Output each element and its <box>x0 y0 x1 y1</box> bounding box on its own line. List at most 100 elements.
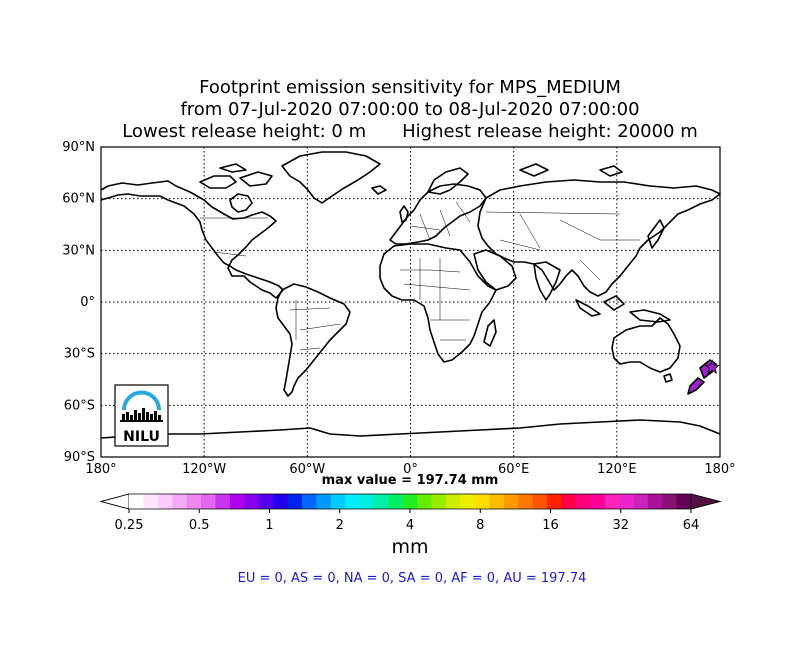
colorbar-tick-label: 0.25 <box>115 518 144 533</box>
canadian-archipelago <box>199 163 273 189</box>
asia-borders <box>485 211 640 281</box>
uk-outline <box>399 205 409 223</box>
latitude-label: 0° <box>80 295 95 310</box>
tasmania-outline <box>663 373 673 383</box>
colorbar-tick-label: 0.5 <box>189 518 210 533</box>
longitude-label: 180° <box>85 462 116 477</box>
colorbar-segment <box>273 494 288 509</box>
colorbar-segment <box>157 494 173 509</box>
colorbar-ticks: 0.25 0.5 1 2 4 8 16 32 64 <box>115 509 700 533</box>
title-line-1: Footprint emission sensitivity for MPS_M… <box>199 77 621 98</box>
colorbar-segment <box>330 494 346 509</box>
colorbar-segment <box>474 494 490 509</box>
colorbar-segment <box>561 494 577 509</box>
logo-text: NILU <box>123 429 160 445</box>
max-value-label: max value = 197.74 mm <box>321 473 499 488</box>
longitude-label: 60°W <box>289 462 325 477</box>
colorbar-segment <box>373 494 389 509</box>
iceland-outline <box>371 185 387 195</box>
arctic-islands <box>519 163 623 177</box>
colorbar-segment <box>633 494 649 509</box>
max-value-star-icon <box>704 359 720 375</box>
colorbar-segment <box>662 494 677 509</box>
colorbar-segment <box>503 494 519 509</box>
colorbar-tick-label: 64 <box>683 518 700 533</box>
colorbar-segment <box>388 494 404 509</box>
colorbar-segment <box>316 494 332 509</box>
south-america-borders <box>289 300 341 351</box>
colorbar-low-extend <box>99 493 130 510</box>
colorbar-segment <box>201 494 216 509</box>
graticule <box>101 147 720 457</box>
title-line-2: from 07-Jul-2020 07:00:00 to 08-Jul-2020… <box>180 99 640 120</box>
colorbar-segment <box>647 494 663 509</box>
latitude-label: 30°S <box>64 347 95 362</box>
latitude-label: 30°N <box>62 243 95 258</box>
japan-outline <box>647 219 665 249</box>
africa-outline <box>379 243 497 363</box>
us-mexico-border <box>213 251 247 257</box>
colorbar-segment <box>618 494 634 509</box>
colorbar-segment <box>359 494 375 509</box>
colorbar-tick-label: 2 <box>336 518 344 533</box>
colorbar <box>99 493 722 510</box>
latitude-label: 90°S <box>64 450 95 465</box>
greenland-outline <box>281 151 381 204</box>
scandinavia-outline <box>427 167 469 195</box>
colorbar-tick-label: 16 <box>542 518 559 533</box>
logo-skyline-icon <box>120 408 163 422</box>
longitude-label: 120°E <box>597 462 637 477</box>
hudson-bay-outline <box>229 193 253 213</box>
highest-release-height: Highest release height: 20000 m <box>402 121 698 142</box>
colorbar-segment <box>143 494 159 509</box>
colorbar-segment <box>446 494 461 509</box>
madagascar-outline <box>483 319 497 347</box>
colorbar-segment <box>287 494 303 509</box>
nilu-logo: NILU <box>114 384 169 447</box>
australia-outline <box>611 317 681 373</box>
colorbar-segment <box>301 494 317 509</box>
asia-outline <box>477 179 721 297</box>
north-america-outline <box>100 180 284 299</box>
colorbar-segment <box>402 494 418 509</box>
longitude-label: 60°E <box>498 462 529 477</box>
colorbar-segment <box>518 494 533 509</box>
colorbar-segment <box>186 494 202 509</box>
longitude-labels: 180° 120°W 60°W 0° 60°E 120°E 180° <box>85 462 735 477</box>
country-borders <box>200 201 640 351</box>
longitude-label: 0° <box>403 462 418 477</box>
lowest-release-height: Lowest release height: 0 m <box>122 121 367 142</box>
colorbar-segment <box>590 494 605 509</box>
longitude-label: 120°W <box>182 462 226 477</box>
logo-arc-icon <box>122 390 161 411</box>
colorbar-segment <box>229 494 245 509</box>
colorbar-segment <box>215 494 231 509</box>
colorbar-segment <box>172 494 188 509</box>
latitude-label: 90°N <box>62 140 95 155</box>
longitude-label: 180° <box>704 462 735 477</box>
colorbar-segment <box>604 494 620 509</box>
colorbar-tick-label: 4 <box>406 518 414 533</box>
colorbar-segment <box>546 494 562 509</box>
colorbar-segment <box>244 494 260 509</box>
map-frame <box>100 146 721 458</box>
colorbar-tick-label: 32 <box>612 518 629 533</box>
title-line-3: Lowest release height: 0 m Highest releas… <box>0 121 800 143</box>
africa-borders <box>400 258 471 341</box>
colorbar-unit: mm <box>391 536 429 558</box>
india-outline <box>533 261 561 301</box>
colorbar-segment <box>258 494 274 509</box>
colorbar-segment <box>575 494 591 509</box>
colorbar-tick-label: 8 <box>476 518 484 533</box>
europe-borders <box>409 201 471 241</box>
arabia-outline <box>473 249 517 291</box>
region-totals: EU = 0, AS = 0, NA = 0, SA = 0, AF = 0, … <box>237 571 587 586</box>
indonesia-outline <box>575 295 671 323</box>
latitude-labels: 90°N 60°N 30°N 0° 30°S 60°S 90°S <box>62 140 95 465</box>
colorbar-segment <box>345 494 360 509</box>
south-america-outline <box>275 283 351 397</box>
colorbar-segment <box>676 494 692 509</box>
antarctica-outline <box>100 419 721 439</box>
colorbar-tick-label: 1 <box>265 518 273 533</box>
